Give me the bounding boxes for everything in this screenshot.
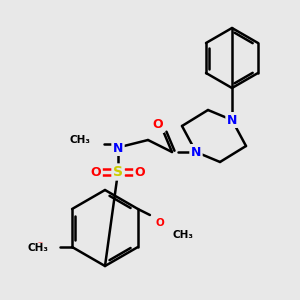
Text: S: S xyxy=(113,165,123,179)
Text: O: O xyxy=(135,166,145,178)
Text: CH₃: CH₃ xyxy=(173,230,194,240)
Text: N: N xyxy=(227,113,237,127)
Text: O: O xyxy=(36,242,44,252)
Text: O: O xyxy=(155,218,164,228)
Text: N: N xyxy=(191,146,201,158)
Text: CH₃: CH₃ xyxy=(69,135,90,145)
Text: N: N xyxy=(113,142,123,154)
Text: O: O xyxy=(153,118,163,131)
Text: O: O xyxy=(91,166,101,178)
Text: CH₃: CH₃ xyxy=(27,243,48,253)
